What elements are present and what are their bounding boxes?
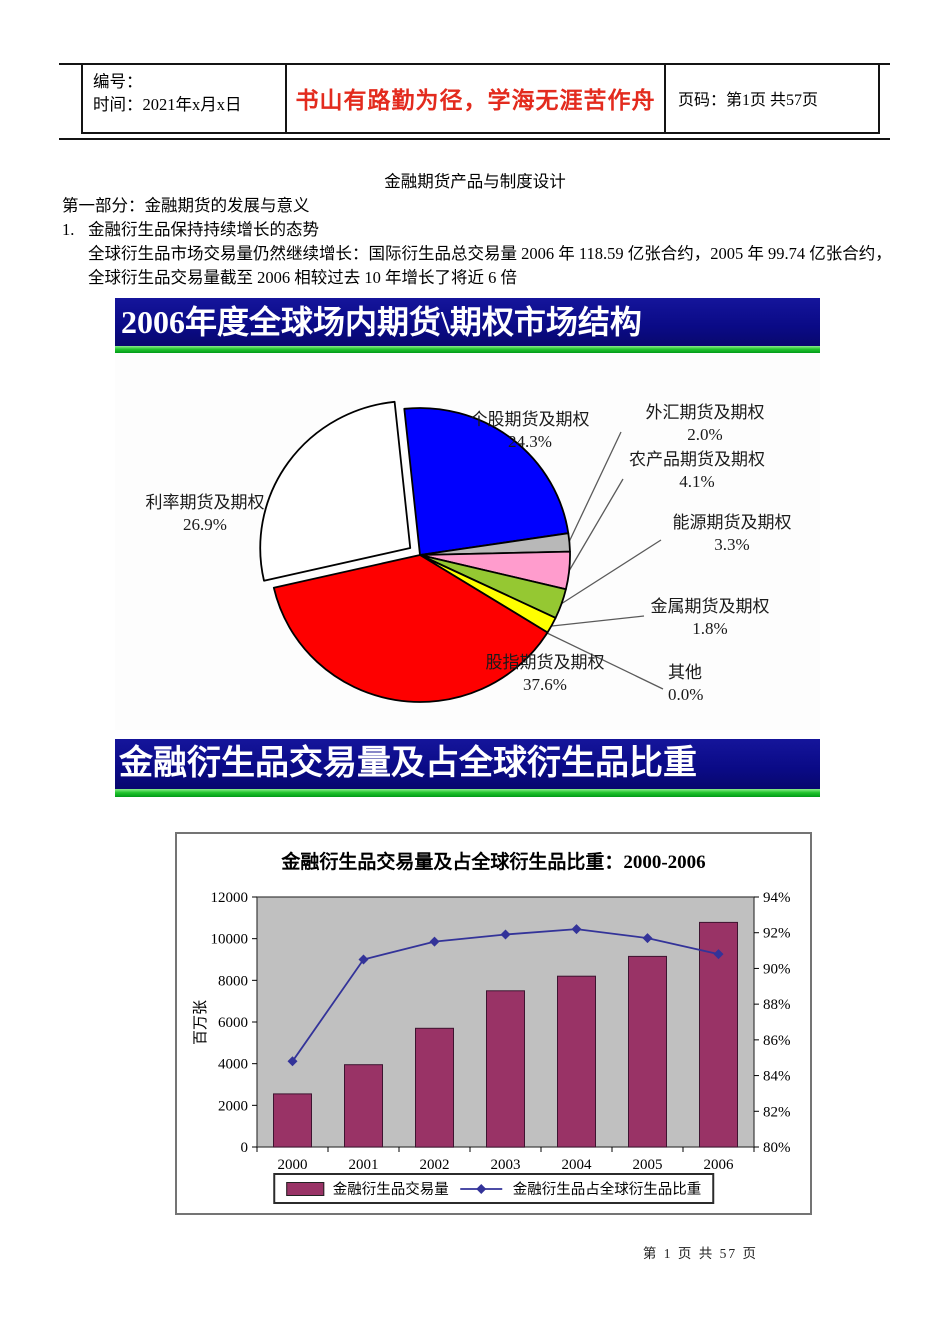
right-axis-label: 88% xyxy=(763,997,791,1013)
header-top-rule xyxy=(59,63,890,65)
line-marker-2005 xyxy=(642,933,653,944)
header-bottom-rule xyxy=(59,138,890,140)
header-number-label: 编号： xyxy=(93,72,143,91)
document-title: 金融期货产品与制度设计 xyxy=(384,172,566,191)
line-marker-2002 xyxy=(429,936,440,947)
header-slogan-text: 书山有路勤为径，学海无涯苦作舟 xyxy=(295,88,656,113)
left-axis-label: 12000 xyxy=(211,890,249,906)
header-page-cell: 页码：第1页 共57页 xyxy=(666,64,878,132)
combo-banner: 金融衍生品交易量及占全球衍生品比重 xyxy=(115,739,820,797)
combo-chart-figure: 金融衍生品交易量及占全球衍生品比重：2000-2006 0 2000 4000 600… xyxy=(175,832,812,1215)
pie-banner: 2006年度全球场内期货\期权市场结构 xyxy=(115,298,820,353)
pie-leader-line xyxy=(568,478,624,572)
list-item-title: 金融衍生品保持持续增长的态势 xyxy=(88,220,319,239)
pie-label-value: 0.0% xyxy=(668,685,703,704)
legend-line-marker-icon xyxy=(458,1182,504,1196)
list-item: 1. 金融衍生品保持持续增长的态势 xyxy=(62,218,319,242)
pie-slice-0 xyxy=(403,407,570,556)
pie-label: 其他 xyxy=(668,663,702,682)
pie-banner-underline xyxy=(115,346,820,353)
header-slogan-cell: 书山有路勤为径，学海无涯苦作舟 xyxy=(285,64,666,132)
body-paragraph-line2: 全球衍生品交易量截至 2006 相较过去 10 年增长了将近 6 倍 xyxy=(88,268,517,287)
section-heading: 第一部分：金融期货的发展与意义 xyxy=(62,196,310,215)
left-axis-label: 0 xyxy=(241,1140,249,1156)
pie-banner-title: 2006年度全球场内期货\期权市场结构 xyxy=(115,298,820,346)
pie-label-value: 37.6% xyxy=(523,675,567,694)
x-axis-label: 2006 xyxy=(704,1157,735,1173)
right-axis-label: 80% xyxy=(763,1140,791,1156)
legend-bar-swatch xyxy=(285,1181,324,1196)
pie-label: 个股期货及期权 xyxy=(471,410,590,429)
x-axis-label: 2004 xyxy=(562,1157,593,1173)
pie-chart: 个股期货及期权 24.3% 外汇期货及期权 2.0% 农产品期货及期权 4.1% 能源期货及… xyxy=(146,400,792,704)
combo-banner-title: 金融衍生品交易量及占全球衍生品比重 xyxy=(115,739,820,789)
pie-label: 利率期货及期权 xyxy=(146,493,265,512)
right-axis-label: 90% xyxy=(763,961,791,977)
bar-2003 xyxy=(486,990,525,1148)
bar-2001 xyxy=(344,1064,383,1148)
legend-line-swatch-svg xyxy=(459,1183,502,1194)
bar-2006 xyxy=(699,921,738,1148)
bar-2004 xyxy=(557,975,596,1148)
pie-label: 外汇期货及期权 xyxy=(646,403,765,422)
pie-label-value: 3.3% xyxy=(714,535,749,554)
pie-slice-7 xyxy=(259,400,412,582)
left-axis-label: 10000 xyxy=(211,932,249,948)
x-axis-label: 2003 xyxy=(491,1157,521,1173)
pie-leader-line xyxy=(568,431,622,543)
line-marker-2003 xyxy=(500,929,511,940)
pie-label: 农产品期货及期权 xyxy=(629,450,765,469)
header-table: 编号： 时间：2021年x月x日 书山有路勤为径，学海无涯苦作舟 页码：第1页 … xyxy=(81,64,880,134)
pie-label-value: 26.9% xyxy=(183,515,227,534)
pie-label: 股指期货及期权 xyxy=(486,653,605,672)
bar-2002 xyxy=(415,1027,454,1148)
legend-line-label: 金融衍生品占全球衍生品比重 xyxy=(512,1182,702,1198)
left-axis-label: 8000 xyxy=(218,973,248,989)
combo-banner-underline xyxy=(115,789,820,797)
header-meta-cell: 编号： 时间：2021年x月x日 xyxy=(83,64,285,132)
bar-2000 xyxy=(273,1093,312,1148)
bar-2005 xyxy=(628,955,667,1148)
pie-label-value: 24.3% xyxy=(508,432,552,451)
x-axis-label: 2005 xyxy=(633,1157,663,1173)
header-page-label: 页码：第1页 共57页 xyxy=(678,92,819,109)
left-axis-label: 6000 xyxy=(218,1015,248,1031)
pie-label-value: 2.0% xyxy=(687,425,722,444)
right-axis-label: 84% xyxy=(763,1069,791,1085)
body-paragraph-line1: 全球衍生品市场交易量仍然继续增长：国际衍生品总交易量 2006 年 118.59… xyxy=(88,244,892,263)
pie-label-value: 1.8% xyxy=(692,619,727,638)
page-footer: 第 1 页 共 57 页 xyxy=(642,1246,758,1261)
pie-leader-line xyxy=(560,539,662,605)
line-marker-2000 xyxy=(287,1056,298,1067)
list-item-number: 1. xyxy=(62,220,75,239)
left-axis-title: 百万张 xyxy=(192,1000,209,1045)
x-axis-label: 2000 xyxy=(278,1157,308,1173)
line-marker-2001 xyxy=(358,954,369,965)
pie-chart-figure: 2006年度全球场内期货\期权市场结构 个股期货及期权 24.3% 外汇期货及期权 2… xyxy=(115,298,820,730)
x-axis-label: 2002 xyxy=(420,1157,450,1173)
right-axis-label: 86% xyxy=(763,1033,791,1049)
combo-chart-title: 金融衍生品交易量及占全球衍生品比重：2000-2006 xyxy=(281,852,706,873)
x-axis-label: 2001 xyxy=(349,1157,379,1173)
pie-label-value: 4.1% xyxy=(679,472,714,491)
legend-bar-label: 金融衍生品交易量 xyxy=(332,1182,449,1198)
combo-chart: 0 2000 4000 6000 8000 10000 12000 80% 82% 84% 86% 8… xyxy=(192,890,791,1173)
line-marker-2006 xyxy=(713,949,724,960)
pie-label: 能源期货及期权 xyxy=(673,513,792,532)
pie-leader-line xyxy=(551,615,645,627)
line-marker-2004 xyxy=(571,924,582,935)
right-axis-label: 82% xyxy=(763,1104,791,1120)
left-axis-label: 4000 xyxy=(218,1057,248,1073)
pie-slice-6 xyxy=(272,554,549,703)
header-date-label: 时间：2021年x月x日 xyxy=(93,95,242,114)
chart-legend: 金融衍生品交易量 金融衍生品占全球衍生品比重 xyxy=(272,1173,715,1204)
right-axis-label: 92% xyxy=(763,926,791,942)
right-axis-label: 94% xyxy=(763,890,791,906)
left-axis-label: 2000 xyxy=(218,1098,248,1114)
pie-label: 金属期货及期权 xyxy=(651,597,770,616)
pie-leader-line xyxy=(546,632,664,690)
